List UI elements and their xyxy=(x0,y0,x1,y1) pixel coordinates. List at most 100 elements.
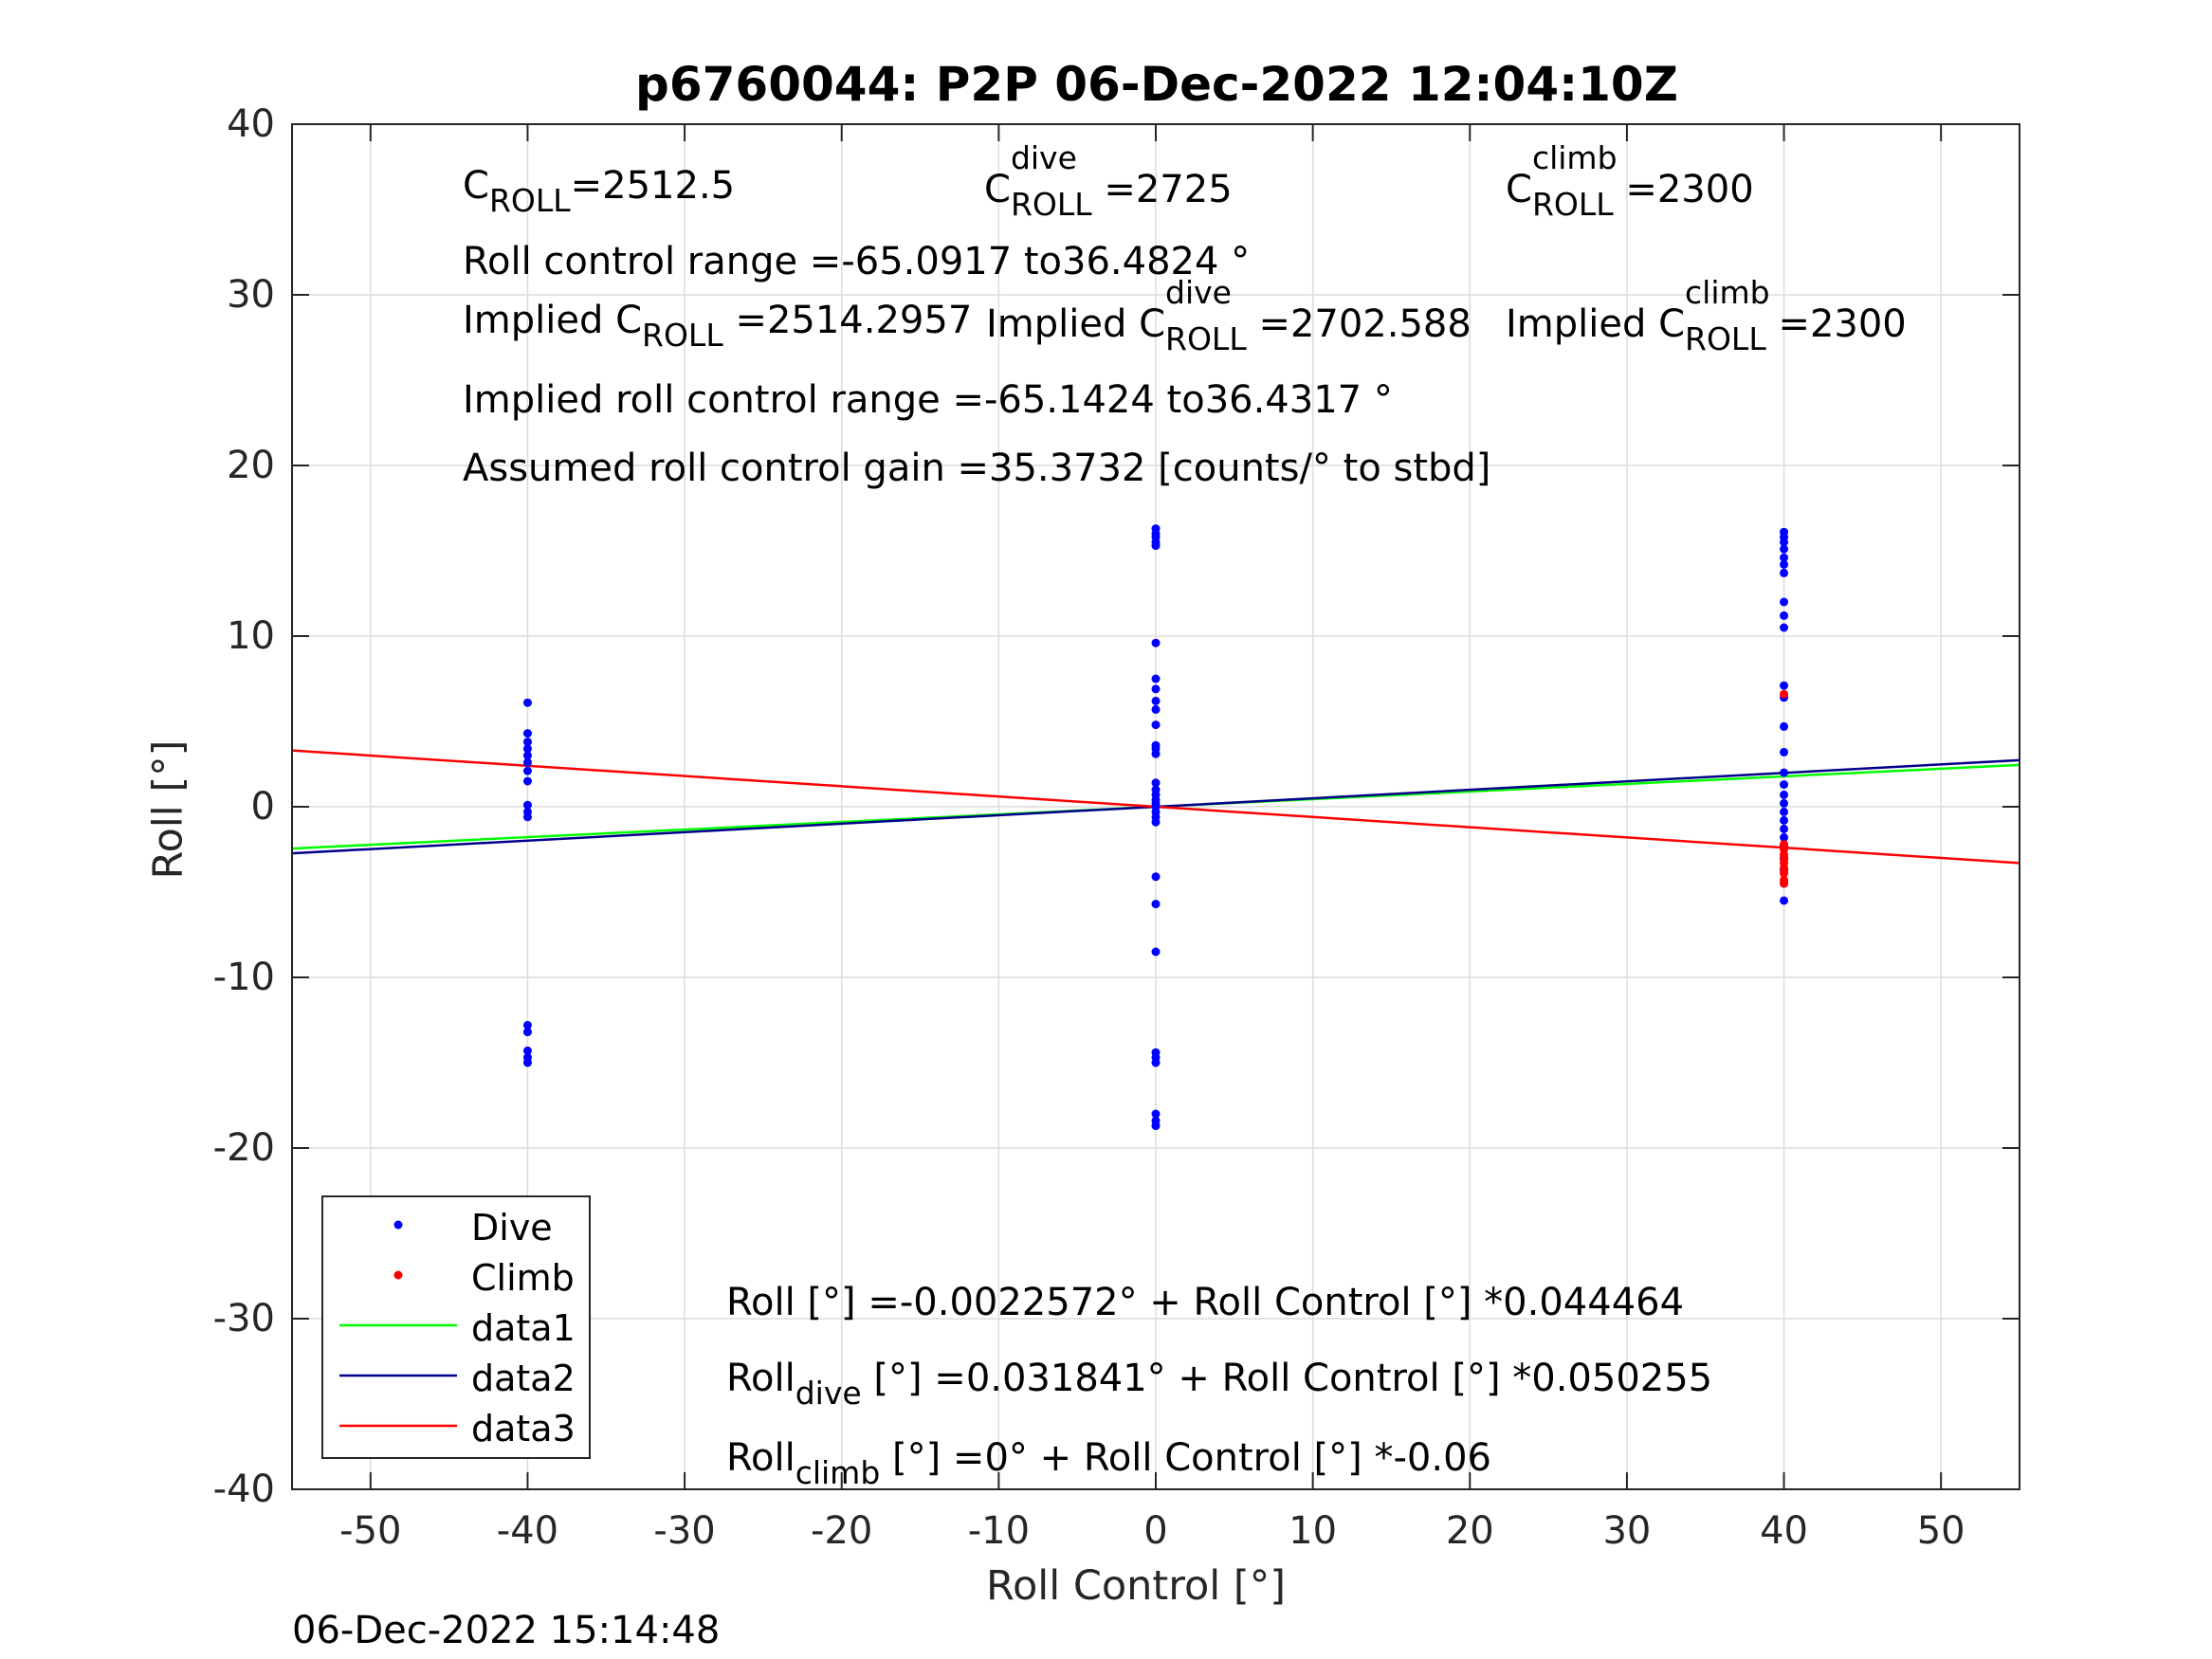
point-dive xyxy=(1151,638,1161,647)
point-dive xyxy=(1780,780,1789,790)
point-dive xyxy=(1780,824,1789,833)
point-dive xyxy=(522,776,532,786)
point-dive xyxy=(1780,768,1789,777)
x-tick-label: -50 xyxy=(339,1509,402,1553)
x-tick-label: -20 xyxy=(811,1509,873,1553)
point-dive xyxy=(1780,721,1789,731)
x-tick-label: 50 xyxy=(1916,1509,1965,1553)
point-dive xyxy=(1151,684,1161,694)
point-dive xyxy=(1780,611,1789,620)
y-tick-label: -20 xyxy=(212,1126,275,1170)
point-dive xyxy=(1151,817,1161,827)
point-dive xyxy=(1780,896,1789,905)
point-dive xyxy=(1780,623,1789,632)
point-dive xyxy=(1780,790,1789,799)
point-dive xyxy=(1780,747,1789,757)
point-dive xyxy=(1151,1121,1161,1131)
point-dive xyxy=(522,757,532,767)
legend xyxy=(321,1195,591,1459)
annotation-fit-all: Roll [°] =-0.0022572° + Roll Control [°]… xyxy=(726,1281,1685,1324)
timestamp: 06-Dec-2022 15:14:48 xyxy=(292,1609,721,1652)
point-dive xyxy=(1151,674,1161,684)
point-climb xyxy=(1780,879,1789,888)
annotation-fit-dive: Rolldive [°] =0.031841° + Roll Control [… xyxy=(726,1357,1713,1412)
annotation-implied-c-roll: Implied CROLL =2514.2957 xyxy=(463,299,973,354)
point-dive xyxy=(1151,900,1161,909)
axis-ticks xyxy=(292,123,2020,1490)
x-tick-label: 30 xyxy=(1602,1509,1652,1553)
annotation-fit-climb: Rollclimb [°] =0° + Roll Control [°] *-0… xyxy=(726,1436,1491,1491)
x-tick-label: 40 xyxy=(1760,1509,1808,1553)
legend-label-data2: data2 xyxy=(471,1358,576,1399)
point-dive xyxy=(1780,568,1789,577)
annotation-assumed-gain: Assumed roll control gain =35.3732 [coun… xyxy=(463,447,1491,490)
point-dive xyxy=(522,744,532,754)
x-tick-label: -30 xyxy=(653,1509,716,1553)
y-tick-label: 0 xyxy=(250,785,275,829)
point-dive xyxy=(1780,559,1789,569)
point-dive xyxy=(522,1020,532,1030)
annotation-c-roll: CROLL=2512.5 xyxy=(463,164,736,219)
point-dive xyxy=(1780,832,1789,842)
point-dive xyxy=(1151,947,1161,957)
legend-label-climb: Climb xyxy=(471,1257,575,1299)
point-dive xyxy=(522,1028,532,1037)
point-dive xyxy=(1780,815,1789,825)
point-dive xyxy=(1780,807,1789,816)
y-tick-label: 20 xyxy=(227,444,275,487)
chart-title: p6760044: P2P 06-Dec-2022 12:04:10Z xyxy=(635,57,1678,112)
point-dive xyxy=(1151,1058,1161,1067)
point-dive xyxy=(522,751,532,760)
legend-label-data3: data3 xyxy=(471,1408,576,1449)
x-tick-label: -10 xyxy=(967,1509,1031,1553)
point-dive xyxy=(522,812,532,822)
annotation-roll-control-range: Roll control range =-65.0917 to36.4824 ° xyxy=(463,240,1251,283)
point-dive xyxy=(1151,720,1161,730)
point-dive xyxy=(522,729,532,738)
point-dive xyxy=(522,1058,532,1067)
point-dive xyxy=(1151,749,1161,758)
point-dive xyxy=(1780,538,1789,547)
point-dive xyxy=(1780,681,1789,690)
y-tick-label: -40 xyxy=(212,1468,275,1511)
legend-marker-climb xyxy=(393,1270,403,1280)
point-dive xyxy=(1780,597,1789,607)
data-points xyxy=(522,524,1789,1131)
legend-label-dive: Dive xyxy=(471,1207,553,1249)
y-tick-label: 40 xyxy=(227,102,275,146)
point-dive xyxy=(522,698,532,707)
point-dive xyxy=(522,766,532,775)
x-axis-label: Roll Control [°] xyxy=(986,1562,1286,1610)
point-dive xyxy=(1151,1109,1161,1119)
point-climb xyxy=(1780,689,1789,699)
point-dive xyxy=(1151,696,1161,705)
point-dive xyxy=(1780,544,1789,554)
annotation-implied-roll-control-range: Implied roll control range =-65.1424 to3… xyxy=(463,378,1393,422)
legend-label-data1: data1 xyxy=(471,1307,576,1349)
point-dive xyxy=(1151,704,1161,714)
y-axis-label: Roll [°] xyxy=(144,739,192,880)
legend-marker-dive xyxy=(393,1220,403,1230)
point-dive xyxy=(522,800,532,810)
point-dive xyxy=(1780,553,1789,562)
point-dive xyxy=(522,738,532,747)
point-dive xyxy=(1151,778,1161,788)
x-tick-label: 0 xyxy=(1143,1509,1168,1553)
point-dive xyxy=(1780,798,1789,808)
point-dive xyxy=(522,1046,532,1055)
y-tick-label: -10 xyxy=(212,956,275,999)
y-tick-label: -30 xyxy=(212,1297,275,1340)
point-climb xyxy=(1780,868,1789,878)
x-tick-label: -40 xyxy=(496,1509,559,1553)
point-dive xyxy=(1151,872,1161,882)
legend-box xyxy=(321,1195,591,1459)
point-dive xyxy=(1151,541,1161,551)
x-tick-label: 20 xyxy=(1445,1509,1494,1553)
y-tick-label: 30 xyxy=(227,273,275,317)
y-tick-label: 10 xyxy=(227,614,275,658)
